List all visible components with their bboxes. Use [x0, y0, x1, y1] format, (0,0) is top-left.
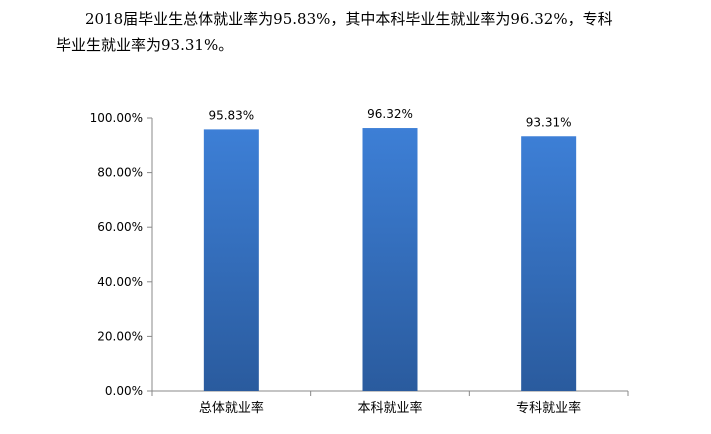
y-tick-label: 100.00%	[90, 111, 143, 125]
bar	[362, 128, 418, 392]
y-tick-label: 80.00%	[97, 166, 143, 180]
category-label: 本科就业率	[357, 400, 422, 416]
data-label: 93.31%	[526, 115, 572, 129]
category-label: 总体就业率	[199, 400, 264, 416]
bar	[203, 129, 259, 391]
data-label: 96.32%	[367, 107, 413, 121]
paragraph-line-2: 毕业生就业率为93.31%。	[56, 36, 234, 54]
x-axis: 总体就业率 本科就业率 专科就业率	[151, 390, 629, 416]
y-tick-label: 0.00%	[105, 384, 143, 398]
y-tick-label: 20.00%	[97, 329, 143, 343]
category-label: 专科就业率	[516, 400, 581, 416]
y-tick-label: 40.00%	[97, 275, 143, 289]
bar	[521, 136, 577, 391]
bars: 95.83% 96.32% 93.31%	[203, 107, 577, 392]
y-tick-label: 60.00%	[97, 220, 143, 234]
data-label: 95.83%	[208, 108, 254, 122]
y-axis: 0.00% 20.00% 40.00% 60.00% 80.00% 100.00%	[90, 111, 153, 398]
paragraph-line-1: 2018届毕业生总体就业率为95.83%，其中本科毕业生就业率为96.32%，专…	[85, 10, 613, 28]
